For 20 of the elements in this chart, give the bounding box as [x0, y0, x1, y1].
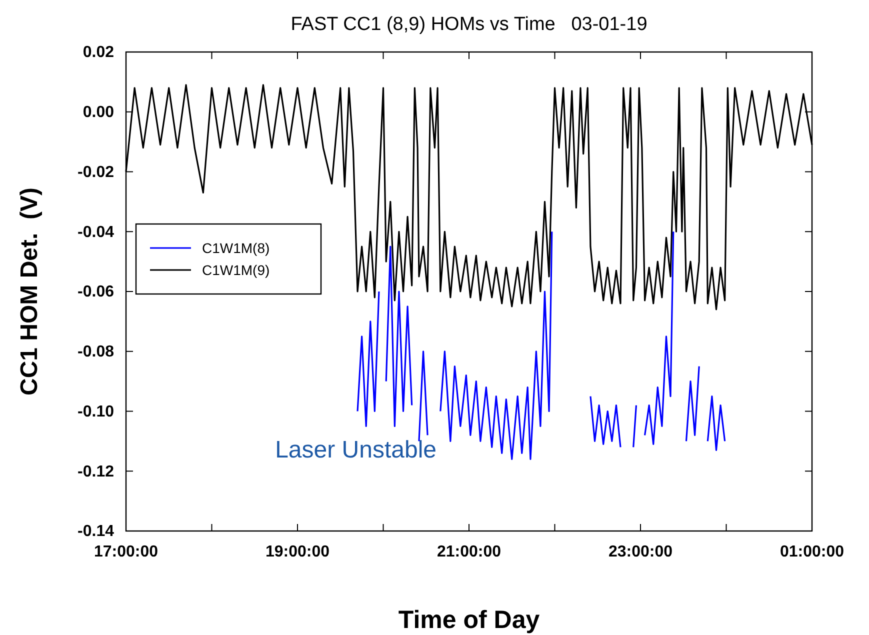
y-tick-label: -0.04 — [78, 224, 114, 241]
legend-label: C1W1M(8) — [202, 240, 270, 256]
x-tick-label: 19:00:00 — [265, 543, 330, 560]
x-tick-label: 23:00:00 — [608, 543, 673, 560]
y-tick-label: -0.08 — [78, 343, 114, 360]
y-tick-label: 0.00 — [82, 104, 114, 121]
y-tick-label: -0.06 — [78, 284, 114, 301]
y-tick-label: -0.02 — [78, 164, 114, 181]
y-tick-label: -0.12 — [78, 463, 114, 480]
legend-label: C1W1M(9) — [202, 262, 270, 278]
y-tick-label: 0.02 — [82, 44, 114, 62]
x-tick-label: 21:00:00 — [436, 543, 502, 560]
chart-title: FAST CC1 (8,9) HOMs vs Time 03-01-19 — [290, 14, 648, 35]
x-axis-title: Time of Day — [398, 606, 540, 634]
y-tick-label: -0.14 — [78, 523, 114, 540]
x-tick-label: 01:00:00 — [780, 543, 844, 560]
x-tick-label: 17:00:00 — [94, 543, 158, 560]
y-tick-label: -0.10 — [78, 403, 114, 420]
annotation: Laser Unstable — [275, 436, 437, 464]
y-axis-title: CC1 HOM Det. (V) — [16, 187, 43, 396]
